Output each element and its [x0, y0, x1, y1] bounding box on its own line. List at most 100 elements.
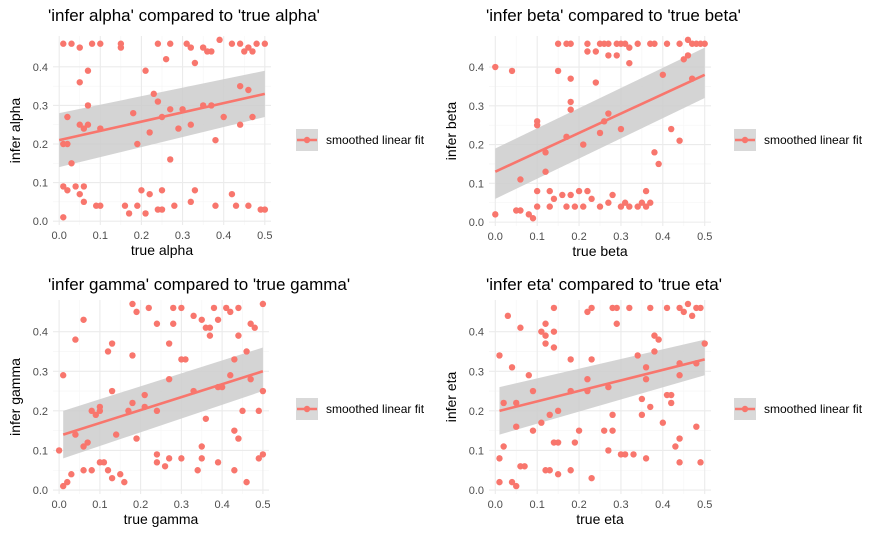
- data-point: [605, 52, 612, 59]
- data-point: [554, 40, 562, 47]
- data-point: [642, 203, 650, 210]
- data-point: [162, 55, 170, 63]
- data-point: [580, 203, 587, 210]
- data-point: [220, 113, 227, 121]
- data-point: [165, 340, 173, 347]
- data-point: [567, 467, 574, 474]
- x-tick-label: 0.3: [174, 499, 189, 511]
- data-point: [680, 56, 687, 63]
- x-tick-label: 0.3: [175, 230, 190, 242]
- data-point: [596, 129, 604, 137]
- data-point: [239, 407, 246, 415]
- data-point: [655, 336, 662, 343]
- y-tick-label: 0.4: [469, 327, 484, 339]
- data-point: [206, 332, 214, 339]
- data-point: [249, 48, 256, 55]
- data-point: [575, 187, 583, 195]
- y-tick-label: 0.1: [33, 445, 48, 457]
- data-point: [153, 407, 161, 415]
- y-axis-title: infer alpha: [7, 98, 23, 164]
- data-point: [261, 40, 269, 47]
- data-point: [88, 407, 95, 415]
- data-point: [701, 40, 708, 47]
- data-point: [621, 199, 629, 206]
- data-point: [663, 40, 671, 47]
- data-point: [500, 399, 507, 407]
- data-point: [496, 352, 503, 359]
- data-point: [676, 304, 683, 312]
- data-point: [104, 467, 112, 474]
- data-point: [542, 340, 549, 347]
- data-point: [76, 121, 83, 128]
- data-point: [198, 455, 205, 462]
- data-point: [154, 98, 162, 105]
- data-point: [542, 320, 549, 327]
- data-point: [563, 203, 570, 210]
- data-point: [80, 443, 87, 450]
- data-point: [567, 356, 574, 363]
- data-point: [198, 316, 205, 323]
- data-point: [183, 40, 190, 47]
- data-point: [64, 187, 71, 194]
- x-tick-label: 0.1: [530, 499, 545, 511]
- data-point: [187, 121, 194, 128]
- data-point: [525, 372, 532, 379]
- data-point: [567, 106, 574, 113]
- x-tick-label: 0.5: [697, 499, 712, 511]
- data-point: [55, 447, 63, 454]
- data-point: [80, 183, 88, 190]
- data-point: [153, 320, 161, 327]
- data-point: [605, 447, 612, 454]
- data-point: [634, 352, 641, 359]
- data-point: [134, 202, 141, 209]
- y-tick-label: 0.4: [33, 327, 48, 339]
- data-point: [567, 191, 574, 199]
- data-point: [212, 202, 219, 209]
- data-point: [251, 324, 258, 331]
- data-point: [605, 110, 612, 117]
- data-point: [96, 407, 104, 415]
- data-point: [559, 191, 566, 199]
- x-tick-label: 0.0: [51, 499, 66, 511]
- data-point: [588, 304, 595, 312]
- data-point: [121, 202, 129, 209]
- data-point: [609, 427, 616, 434]
- data-point: [613, 52, 620, 59]
- data-point: [231, 427, 238, 434]
- y-axis-title: infer gamma: [7, 358, 23, 436]
- data-point: [235, 435, 242, 442]
- data-point: [60, 40, 67, 47]
- legend-key-point: [303, 405, 311, 413]
- data-point: [243, 348, 250, 355]
- data-point: [84, 439, 91, 446]
- data-point: [672, 443, 679, 450]
- data-point: [129, 352, 136, 359]
- data-point: [158, 187, 166, 194]
- x-tick-label: 0.4: [655, 499, 670, 511]
- data-point: [227, 308, 234, 316]
- data-point: [655, 160, 662, 168]
- x-tick-label: 0.1: [530, 231, 545, 243]
- data-point: [584, 308, 591, 316]
- data-point: [153, 459, 161, 466]
- chart-panel-3: 0.0 0.1 0.2 0.3 0.4 0.5 0.0 0.1 0.2 0.3 0.4 'infer …: [443, 275, 863, 527]
- x-tick-label: 0.5: [257, 230, 272, 242]
- data-point: [245, 44, 252, 51]
- y-tick-label: 0.1: [469, 178, 484, 190]
- data-point: [72, 336, 79, 343]
- y-tick-label: 0.1: [33, 178, 48, 190]
- data-point: [647, 199, 654, 206]
- data-point: [187, 198, 194, 206]
- data-point: [647, 304, 654, 312]
- data-point: [138, 187, 145, 194]
- data-point: [651, 40, 658, 47]
- x-tick-label: 0.1: [93, 230, 108, 242]
- data-point: [108, 474, 116, 482]
- data-point: [550, 195, 558, 203]
- data-point: [64, 140, 71, 148]
- data-point: [701, 340, 708, 347]
- data-point: [191, 59, 199, 67]
- data-point: [167, 156, 174, 163]
- data-point: [684, 52, 692, 59]
- legend-label: smoothed linear fit: [764, 133, 863, 147]
